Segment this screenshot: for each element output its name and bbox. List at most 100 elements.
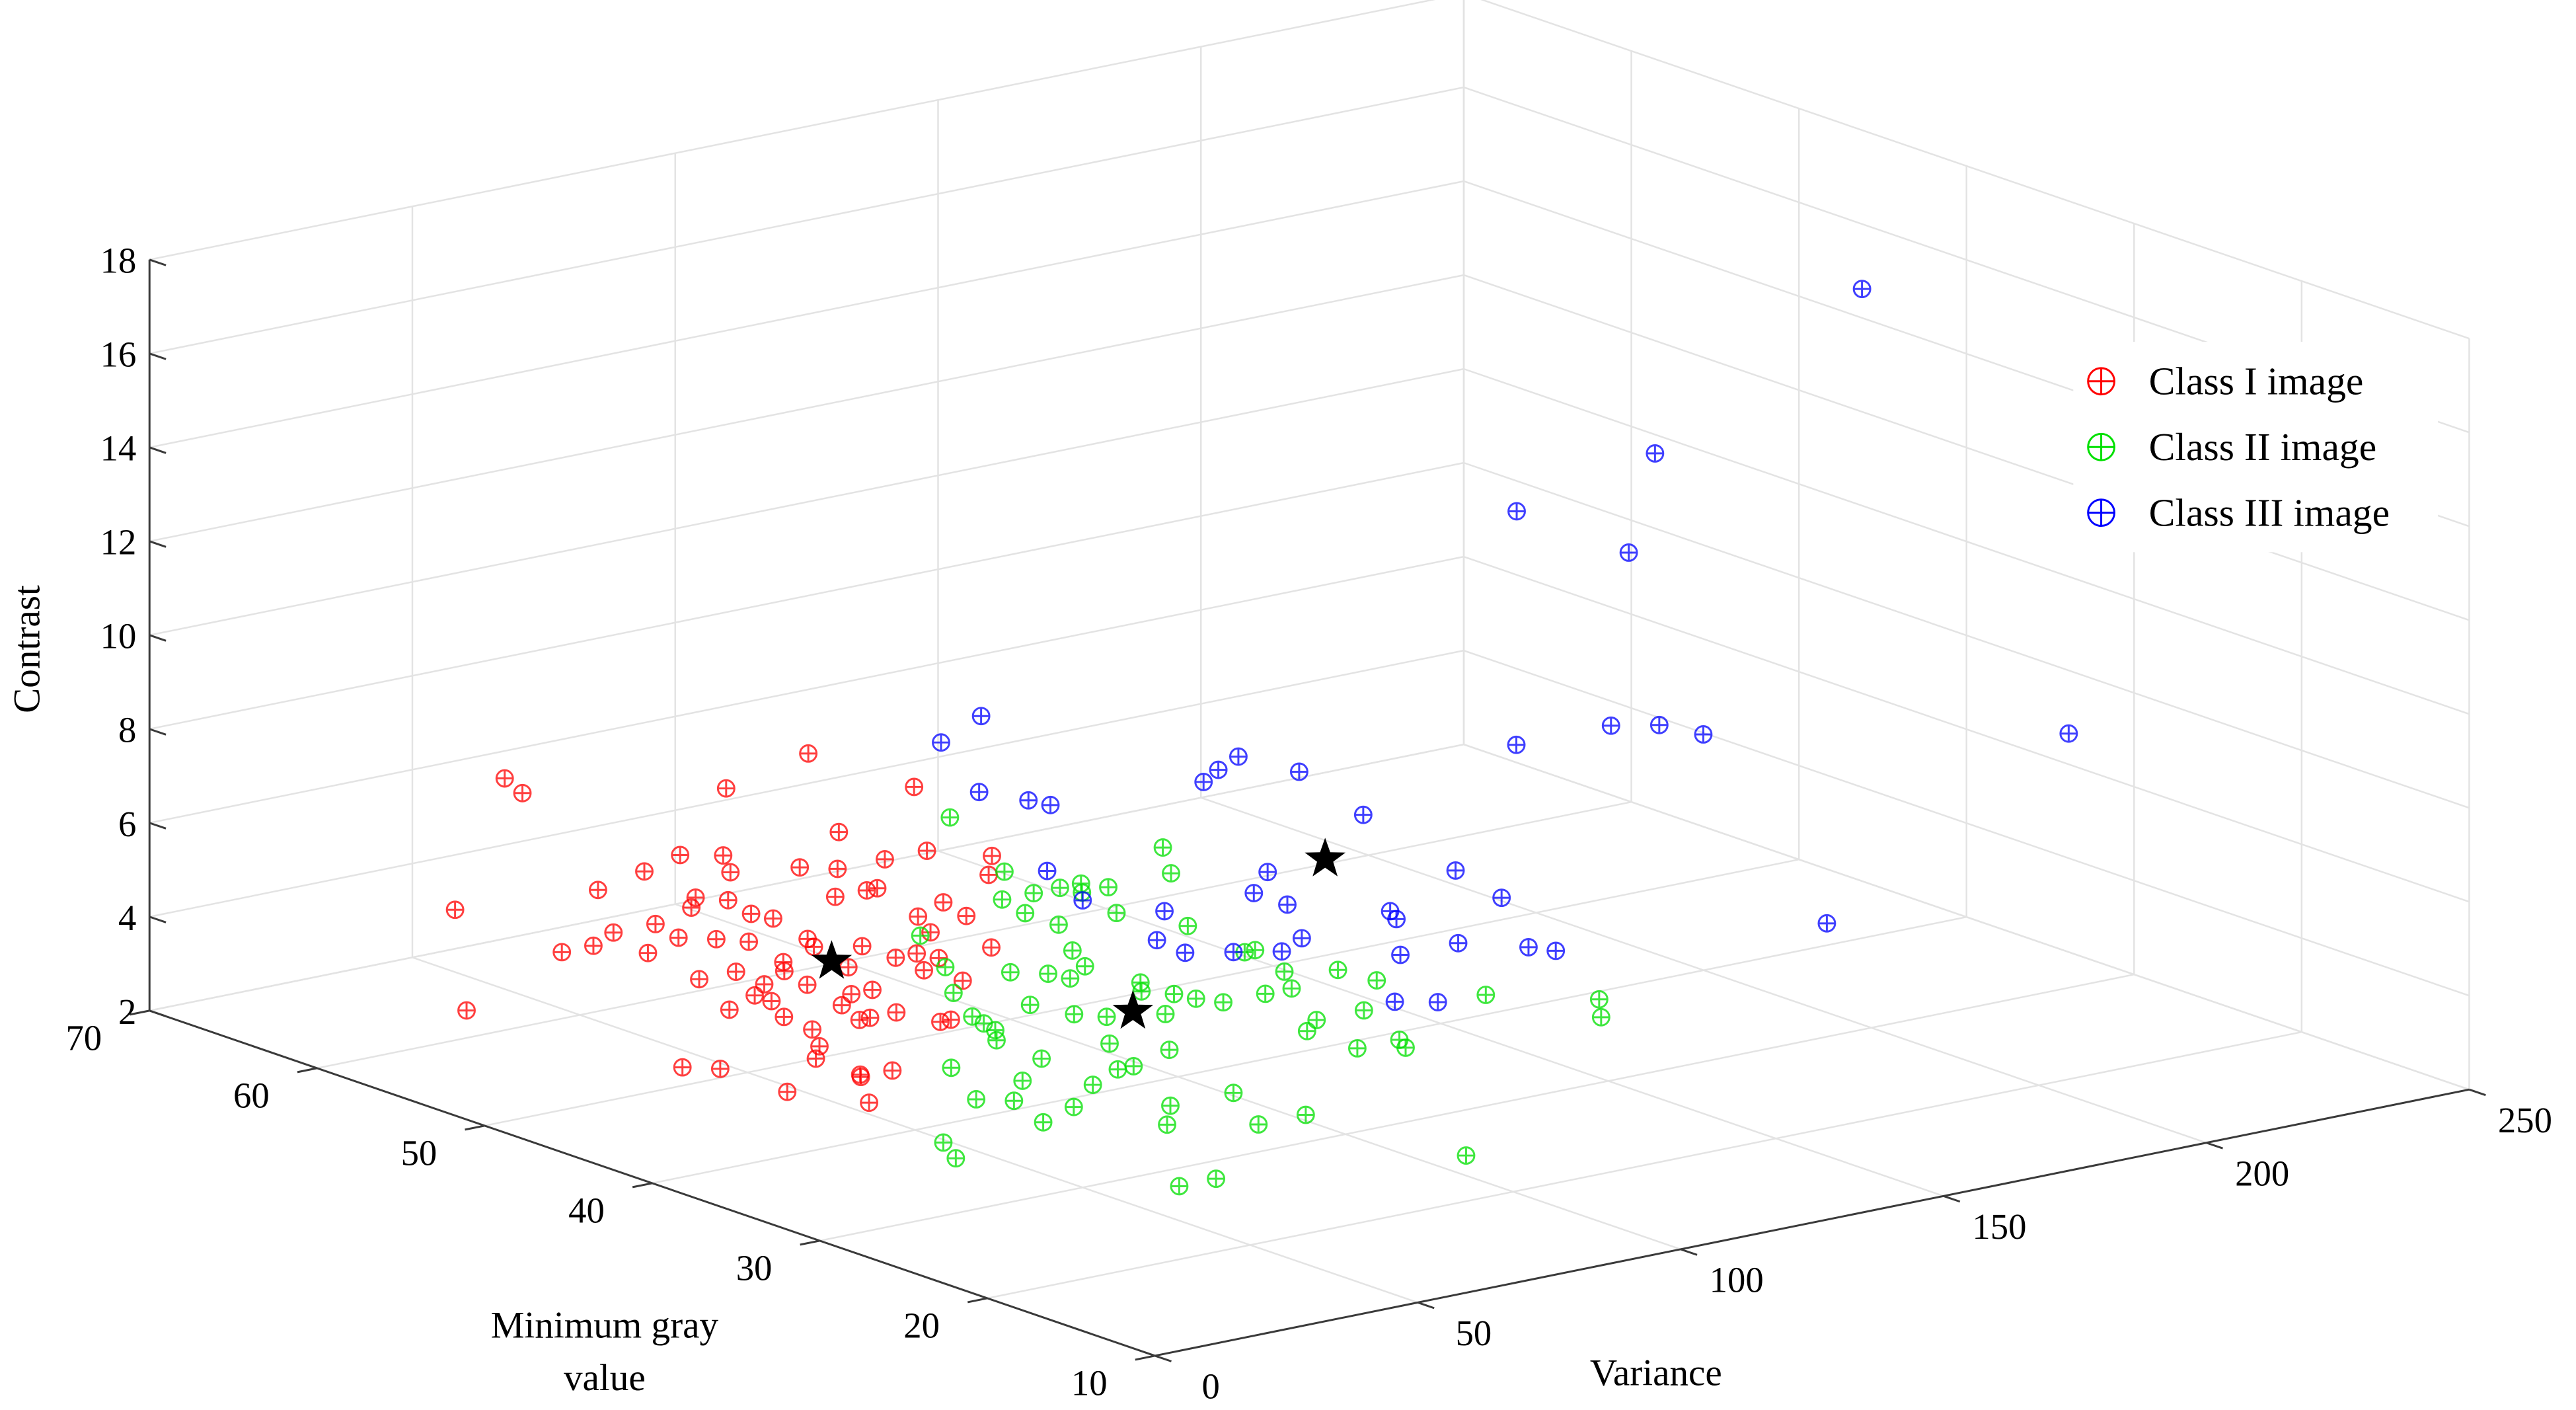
- point-class-i-image: [979, 865, 998, 884]
- point-class-i-image: [741, 904, 761, 923]
- point-class-iii-image: [971, 707, 991, 726]
- point-class-i-image: [825, 887, 845, 906]
- point-class-ii-image: [1297, 1021, 1316, 1040]
- point-class-ii-image: [1071, 874, 1090, 893]
- point-class-ii-image: [1160, 1040, 1179, 1060]
- point-class-ii-image: [1256, 984, 1275, 1003]
- gridline-back-contrast: [149, 86, 1464, 355]
- point-class-ii-image: [1097, 1007, 1116, 1027]
- point-class-i-image: [720, 1000, 739, 1019]
- y-axis-label-line2: value: [564, 1357, 646, 1399]
- point-class-ii-image: [946, 1149, 966, 1168]
- point-class-iii-image: [1258, 863, 1277, 882]
- point-class-i-image: [828, 859, 847, 879]
- point-class-i-image: [604, 923, 623, 942]
- gray-tick-label: 40: [568, 1191, 605, 1231]
- point-class-ii-image: [1207, 1169, 1226, 1189]
- point-class-i-image: [457, 1001, 476, 1020]
- contrast-tick-label: 2: [118, 992, 136, 1032]
- point-class-ii-image: [995, 862, 1014, 881]
- point-class-i-image: [763, 909, 782, 928]
- contrast-tick-label: 18: [100, 241, 137, 281]
- variance-tick: [1680, 1248, 1698, 1256]
- point-class-i-image: [863, 980, 882, 999]
- contrast-tick: [149, 728, 167, 736]
- point-class-ii-image: [1001, 962, 1020, 982]
- point-class-i-image: [804, 937, 823, 957]
- variance-tick-label: 200: [2235, 1153, 2289, 1193]
- point-class-i-image: [934, 893, 953, 912]
- point-class-i-image: [832, 996, 851, 1015]
- point-class-i-image: [876, 849, 894, 869]
- variance-tick: [1155, 1354, 1172, 1362]
- point-class-i-image: [778, 1082, 797, 1101]
- point-class-i-image: [905, 777, 924, 797]
- point-class-i-image: [860, 1093, 878, 1113]
- gridline-floor-gray: [819, 973, 2135, 1242]
- point-class-ii-image: [1124, 1056, 1143, 1076]
- point-class-i-image: [931, 1012, 950, 1031]
- point-class-ii-image: [1296, 1105, 1315, 1124]
- point-class-i-image: [857, 881, 876, 900]
- point-class-ii-image: [1354, 1001, 1373, 1020]
- point-class-i-image: [775, 962, 794, 980]
- variance-tick: [2468, 1088, 2486, 1097]
- contrast-tick-label: 16: [100, 334, 137, 375]
- point-class-iii-image: [1694, 725, 1713, 744]
- point-class-ii-image: [1178, 916, 1197, 935]
- point-class-iii-image: [1224, 943, 1243, 962]
- gridline-back-contrast: [149, 461, 1464, 730]
- point-class-iii-image: [1038, 861, 1057, 881]
- gridline-floor-gray: [317, 801, 1632, 1070]
- point-class-i-image: [909, 907, 928, 926]
- point-class-i-image: [762, 992, 781, 1011]
- variance-tick: [1417, 1301, 1435, 1310]
- point-class-iii-image: [1353, 805, 1373, 824]
- legend-label: Class II image: [2149, 425, 2377, 469]
- axes: [130, 258, 2486, 1362]
- legend-entry: Class II image: [2087, 425, 2377, 469]
- legend-marker-icon: [2087, 498, 2115, 528]
- gridline-back-contrast: [149, 649, 1464, 918]
- gridline-side-contrast: [1463, 649, 2470, 997]
- legend-entry: Class I image: [2087, 360, 2364, 403]
- gridline-back-contrast: [149, 555, 1464, 824]
- point-class-ii-image: [1065, 1005, 1084, 1024]
- point-class-ii-image: [1476, 986, 1496, 1004]
- contrast-tick-label: 12: [100, 522, 137, 563]
- point-class-ii-image: [1100, 1034, 1119, 1053]
- point-class-ii-image: [1164, 984, 1184, 1003]
- point-class-iii-image: [1194, 773, 1213, 791]
- z-axis-label: Contrast: [7, 585, 48, 713]
- point-class-ii-image: [1589, 990, 1609, 1009]
- point-class-iii-image: [1278, 895, 1297, 914]
- point-class-i-image: [810, 1037, 829, 1056]
- gray-tick-label: 50: [401, 1133, 437, 1173]
- point-class-i-image: [799, 744, 818, 763]
- point-class-i-image: [851, 1068, 870, 1087]
- point-class-i-image: [445, 900, 465, 920]
- point-class-i-image: [716, 779, 736, 798]
- point-class-i-image: [803, 1020, 821, 1039]
- point-class-i-image: [584, 936, 603, 955]
- point-class-i-image: [887, 1003, 906, 1022]
- point-class-iii-image: [932, 733, 950, 752]
- point-class-ii-image: [1064, 1097, 1083, 1116]
- legend-marker-icon: [2087, 367, 2115, 396]
- point-class-i-image: [646, 914, 665, 933]
- point-class-i-image: [860, 1008, 880, 1027]
- point-class-i-image: [669, 928, 688, 947]
- point-class-iii-image: [1209, 760, 1228, 779]
- contrast-tick: [149, 634, 167, 642]
- point-class-iii-image: [1244, 884, 1264, 902]
- legend-label: Class I image: [2149, 360, 2364, 403]
- point-class-i-image: [907, 944, 927, 963]
- gridline-floor-gray: [149, 743, 1464, 1012]
- gray-tick: [967, 1297, 988, 1304]
- contrast-tick-label: 14: [100, 428, 137, 469]
- point-class-iii-image: [1852, 280, 1872, 299]
- variance-tick-label: 50: [1456, 1313, 1492, 1353]
- gridline-back-contrast: [149, 368, 1464, 637]
- point-class-iii-image: [2059, 724, 2078, 743]
- gridline-back-contrast: [149, 180, 1464, 449]
